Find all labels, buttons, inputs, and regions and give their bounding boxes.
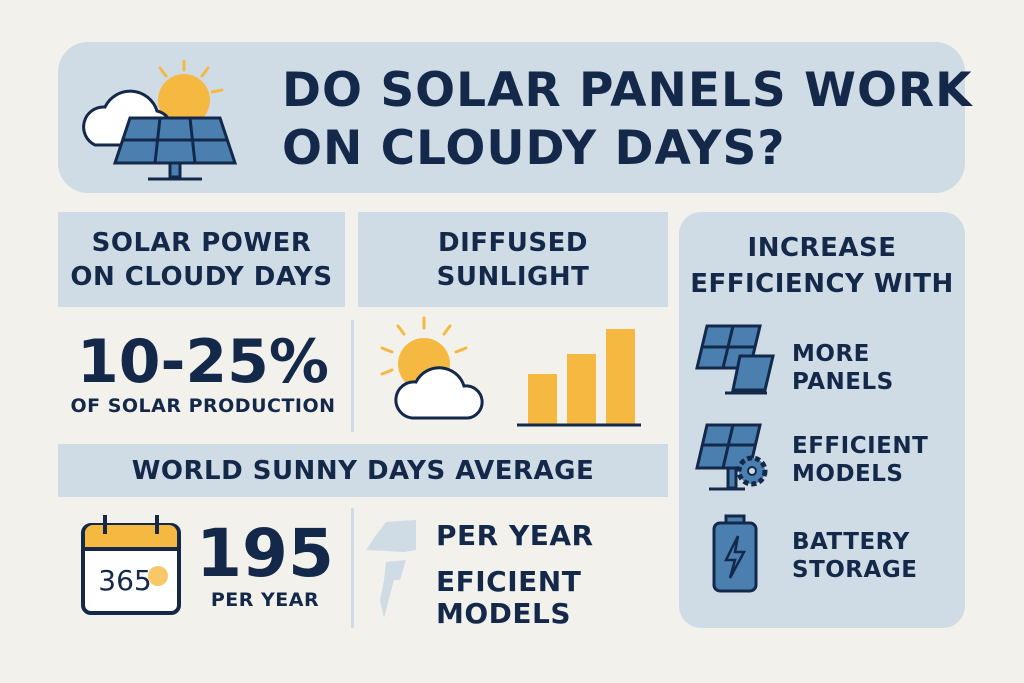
calendar-icon: 365 [81, 515, 181, 615]
heading-text: WORLD SUNNY DAYS AVERAGE [131, 455, 595, 486]
solar-panels-icon [695, 324, 775, 395]
calendar-number: 365 [98, 564, 151, 597]
efficiency-item: MORE PANELS [792, 340, 894, 396]
solar-power-value: 10-25% [76, 327, 329, 397]
battery-icon [712, 514, 758, 593]
efficiency-item: EFFICIENT MODELS [792, 432, 928, 488]
heading-line: ON CLOUDY DAYS [70, 261, 333, 292]
sunny-days-heading: WORLD SUNNY DAYS AVERAGE [58, 444, 668, 497]
side-line: PER YEAR [436, 519, 594, 552]
item-line: MODELS [792, 461, 904, 487]
diffused-sunlight-heading: DIFFUSED SUNLIGHT [358, 212, 668, 307]
divider [351, 320, 354, 432]
item-line: STORAGE [792, 557, 918, 583]
heading-line: SOLAR POWER [91, 227, 312, 258]
item-line: EFFICIENT [792, 433, 929, 459]
sun-cloud-solar-panel-icon [82, 60, 238, 181]
heading-line: SUNLIGHT [436, 261, 590, 292]
side-line: MODELS [436, 597, 572, 630]
page-title: DO SOLAR PANELS WORK ON CLOUDY DAYS? [282, 62, 973, 178]
item-line: BATTERY [792, 529, 910, 555]
sunny-days-side-text: PER YEAR EFICIENT MODELS [436, 520, 594, 630]
bar [528, 374, 557, 424]
efficiency-heading: INCREASE EFFICIENCY WITH [679, 230, 965, 302]
bar [567, 354, 596, 424]
side-line: EFICIENT [436, 565, 582, 598]
divider [351, 508, 354, 628]
sun-cloud-icon [380, 316, 484, 420]
item-line: MORE [792, 341, 870, 367]
diffused-bar-chart [517, 329, 641, 427]
faded-bolt-icon [366, 520, 416, 618]
title-line-1: DO SOLAR PANELS WORK [282, 63, 973, 118]
sunny-days-caption: PER YEAR [210, 588, 320, 611]
heading-line: EFFICIENCY WITH [690, 269, 954, 299]
solar-power-caption: OF SOLAR PRODUCTION [70, 395, 336, 417]
efficiency-item: BATTERY STORAGE [792, 528, 917, 584]
heading-line: INCREASE [747, 233, 897, 263]
heading-line: DIFFUSED [438, 227, 588, 258]
item-line: PANELS [792, 369, 894, 395]
solar-power-stat: 10-25% OF SOLAR PRODUCTION [58, 318, 348, 428]
sunny-days-stat: 195 PER YEAR [195, 512, 335, 617]
sunny-days-value: 195 [196, 514, 334, 592]
solar-power-heading: SOLAR POWER ON CLOUDY DAYS [58, 212, 345, 307]
title-line-2: ON CLOUDY DAYS? [282, 121, 786, 176]
bar [606, 329, 635, 424]
solar-panel-gear-icon [695, 423, 768, 491]
